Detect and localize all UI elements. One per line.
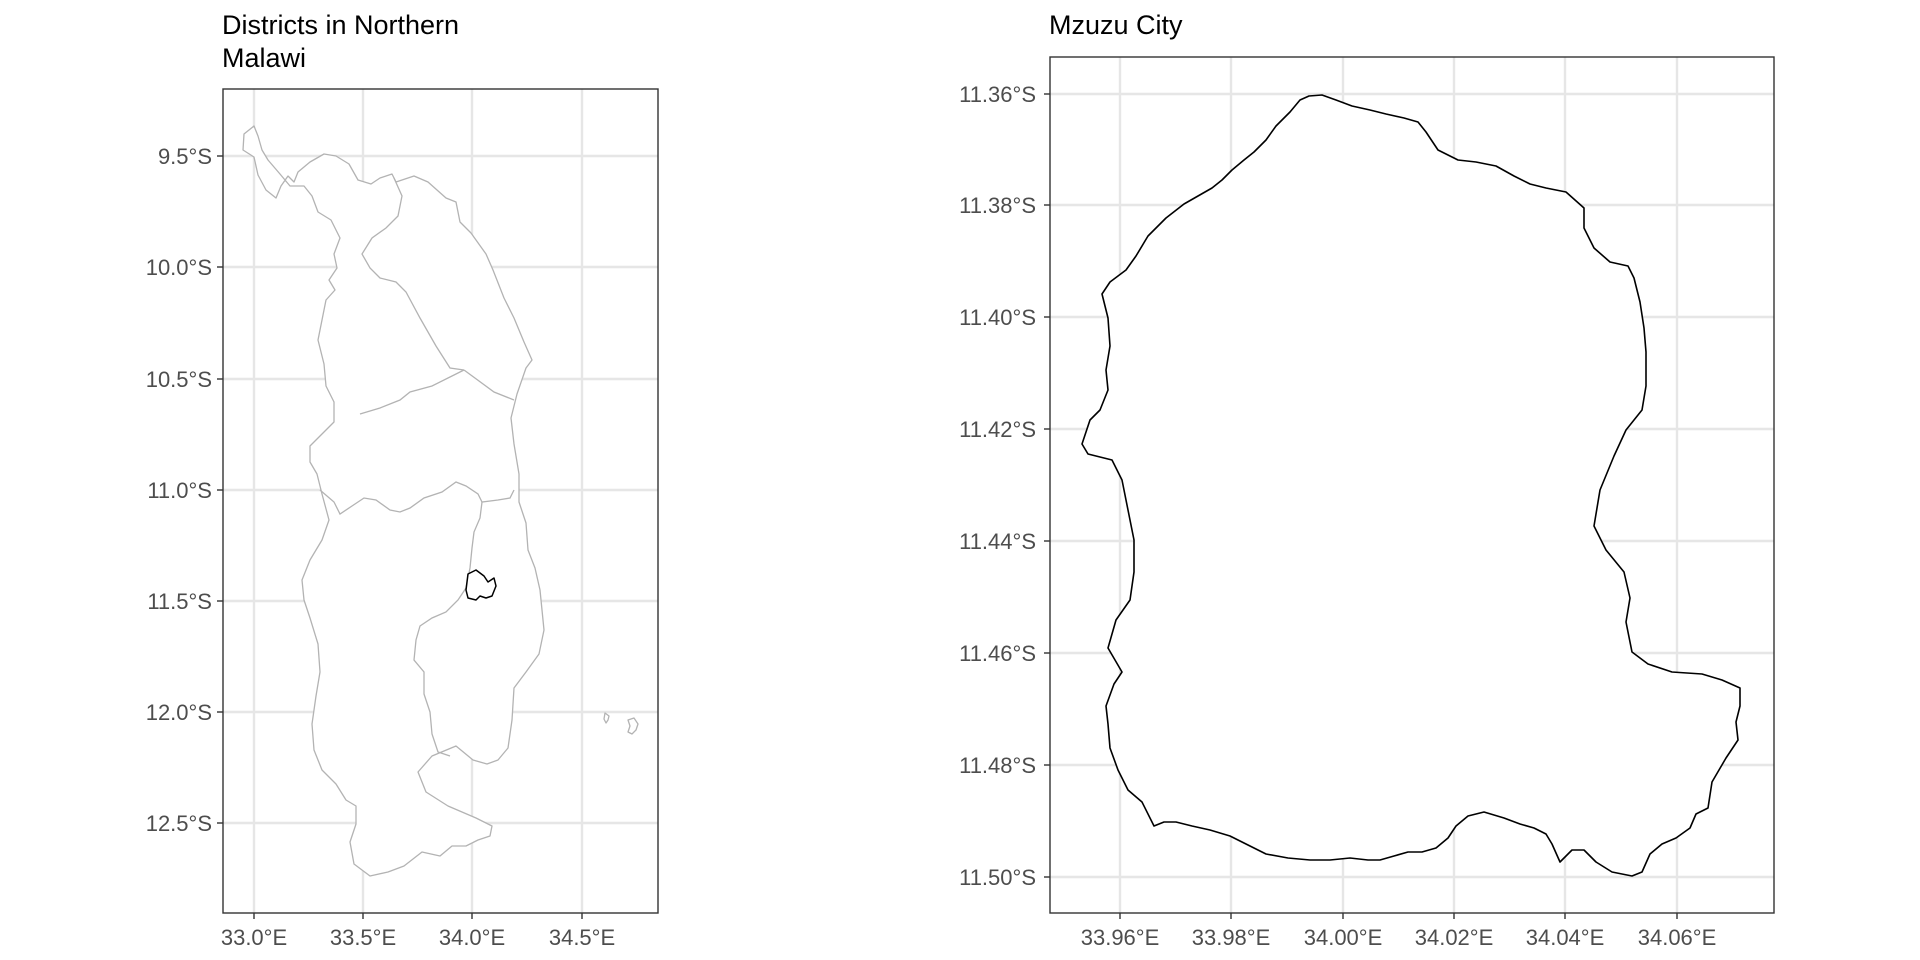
right-x-tick-label: 34.02°E xyxy=(1415,925,1494,950)
left-panel-title-line2: Malawi xyxy=(222,43,306,73)
right-map-panel: Mzuzu City xyxy=(959,10,1775,950)
district-divider-rumphi-mzimba xyxy=(319,481,515,515)
left-y-tick-label: 9.5°S xyxy=(158,144,212,169)
right-y-tick-label: 11.36°S xyxy=(959,82,1036,107)
right-x-tick-label: 33.98°E xyxy=(1192,925,1271,950)
left-map-panel: Districts in Northern Malawi xyxy=(146,10,659,950)
right-x-tick-label: 34.06°E xyxy=(1638,925,1717,950)
left-y-tick-label: 10.5°S xyxy=(146,367,212,392)
left-x-axis: 33.0°E 33.5°E 34.0°E 34.5°E xyxy=(221,913,615,950)
northern-region-outline xyxy=(242,125,545,877)
right-y-tick-label: 11.42°S xyxy=(959,417,1036,442)
district-divider-rumphi-north xyxy=(359,369,465,415)
right-y-tick-label: 11.50°S xyxy=(959,865,1036,890)
left-y-axis: 9.5°S 10.0°S 10.5°S 11.0°S 11.5°S 12.0°S… xyxy=(146,144,223,836)
right-y-tick-label: 11.44°S xyxy=(959,529,1036,554)
left-panel-title-line1: Districts in Northern xyxy=(222,10,459,40)
left-y-tick-label: 11.5°S xyxy=(147,589,212,614)
left-x-tick-label: 34.0°E xyxy=(439,925,505,950)
left-x-tick-label: 33.0°E xyxy=(221,925,287,950)
right-y-tick-label: 11.46°S xyxy=(959,641,1036,666)
mzuzu-city-locator xyxy=(465,569,497,601)
right-x-tick-label: 33.96°E xyxy=(1081,925,1160,950)
left-y-tick-label: 12.5°S xyxy=(146,811,212,836)
right-y-tick-label: 11.38°S xyxy=(959,193,1036,218)
right-y-tick-label: 11.40°S xyxy=(959,305,1036,330)
likoma-island xyxy=(603,712,610,724)
left-x-tick-label: 34.5°E xyxy=(549,925,615,950)
left-panel-border xyxy=(222,88,659,914)
left-y-tick-label: 10.0°S xyxy=(146,255,212,280)
right-y-axis: 11.36°S 11.38°S 11.40°S 11.42°S 11.44°S … xyxy=(959,82,1050,890)
left-y-tick-label: 12.0°S xyxy=(146,700,212,725)
right-panel-border xyxy=(1049,56,1775,914)
left-y-tick-label: 11.0°S xyxy=(147,478,212,503)
chizumulu-island xyxy=(627,717,639,735)
right-y-tick-label: 11.48°S xyxy=(959,753,1036,778)
northern-districts xyxy=(242,125,639,877)
district-divider-chitipa-rumphi xyxy=(463,369,515,401)
right-x-tick-label: 34.00°E xyxy=(1304,925,1383,950)
right-panel-title: Mzuzu City xyxy=(1049,10,1183,40)
right-x-tick-label: 34.04°E xyxy=(1526,925,1605,950)
left-x-tick-label: 33.5°E xyxy=(330,925,396,950)
district-divider-chitipa-karonga xyxy=(361,177,465,371)
mzuzu-city-boundary xyxy=(1081,94,1741,877)
district-divider-mzimba-nkhatabay xyxy=(413,501,483,757)
right-x-axis: 33.96°E 33.98°E 34.00°E 34.02°E 34.04°E … xyxy=(1081,913,1717,950)
